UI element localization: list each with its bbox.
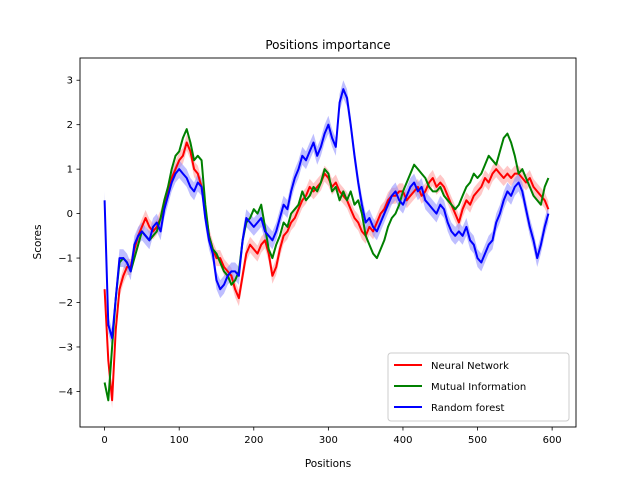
x-tick-label: 0: [101, 435, 107, 446]
legend-label: Random forest: [431, 403, 504, 414]
y-tick-label: 3: [67, 76, 73, 87]
x-tick-label: 300: [319, 435, 338, 446]
x-tick-label: 500: [468, 435, 487, 446]
x-tick-label: 400: [393, 435, 412, 446]
series-lines: [103, 88, 550, 402]
legend-label: Mutual Information: [431, 382, 526, 393]
series-line: [103, 128, 550, 402]
y-tick-label: −2: [58, 298, 73, 309]
y-tick-label: −1: [58, 254, 73, 265]
x-axis-ticks: 0 100 200 300 400 500 600: [101, 427, 562, 446]
x-tick-label: 200: [244, 435, 263, 446]
y-tick-label: 1: [67, 165, 73, 176]
x-tick-label: 600: [543, 435, 562, 446]
series-line: [103, 141, 550, 402]
series-line: [103, 88, 550, 340]
legend-label: Neural Network: [431, 361, 509, 372]
y-tick-label: 0: [67, 209, 73, 220]
y-tick-label: −4: [58, 387, 73, 398]
y-tick-label: 2: [67, 120, 73, 131]
y-axis-ticks: −4 −3 −2 −1 0 1 2 3: [58, 76, 80, 398]
legend-box: [387, 352, 570, 422]
y-tick-label: −3: [58, 342, 73, 353]
x-tick-label: 100: [170, 435, 189, 446]
x-axis-label: Positions: [305, 458, 351, 470]
legend: Neural Network Mutual Information Random f…: [387, 352, 570, 422]
chart-title: Positions importance: [265, 38, 390, 52]
y-axis-label: Scores: [32, 225, 44, 260]
